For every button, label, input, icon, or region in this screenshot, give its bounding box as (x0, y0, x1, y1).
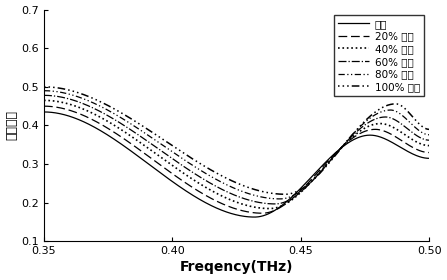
20% 酒精 (41, 104, 46, 108)
40% 酒精 (140, 143, 146, 146)
80% 酒精 (426, 133, 432, 136)
80% 酒精 (41, 89, 46, 92)
20% 酒精 (140, 151, 146, 154)
80% 酒精 (299, 188, 304, 192)
80% 酒精 (140, 130, 146, 134)
40% 酒精 (41, 99, 46, 102)
40% 酒精 (215, 192, 221, 196)
纯水 (426, 157, 432, 160)
纯水 (269, 211, 274, 214)
80% 酒精 (277, 197, 283, 200)
20% 酒精 (426, 151, 432, 154)
20% 酒精 (332, 152, 337, 156)
100% 酒精 (41, 85, 46, 88)
60% 酒精 (110, 116, 115, 120)
Line: 纯水: 纯水 (44, 112, 429, 217)
40% 酒精 (426, 144, 432, 147)
纯水 (140, 158, 146, 162)
60% 酒精 (272, 202, 278, 206)
60% 酒精 (299, 189, 304, 193)
20% 酒精 (269, 210, 274, 213)
Line: 100% 酒精: 100% 酒精 (44, 87, 429, 194)
Y-axis label: 反射系数: 反射系数 (5, 111, 19, 141)
80% 酒精 (110, 111, 115, 114)
Line: 80% 酒精: 80% 酒精 (44, 91, 429, 199)
80% 酒精 (215, 179, 221, 182)
Line: 60% 酒精: 60% 酒精 (44, 95, 429, 204)
20% 酒精 (215, 200, 221, 204)
60% 酒精 (426, 139, 432, 142)
纯水 (41, 110, 46, 114)
纯水 (252, 215, 257, 219)
100% 酒精 (140, 125, 146, 128)
100% 酒精 (299, 187, 304, 190)
40% 酒精 (299, 190, 304, 193)
100% 酒精 (110, 106, 115, 109)
60% 酒精 (332, 154, 337, 157)
60% 酒精 (268, 202, 274, 206)
60% 酒精 (41, 94, 46, 97)
Line: 40% 酒精: 40% 酒精 (44, 100, 429, 209)
40% 酒精 (267, 207, 272, 210)
Line: 20% 酒精: 20% 酒精 (44, 106, 429, 213)
100% 酒精 (283, 193, 288, 196)
60% 酒精 (140, 136, 146, 140)
100% 酒精 (268, 192, 274, 195)
纯水 (332, 152, 337, 155)
100% 酒精 (426, 128, 432, 131)
40% 酒精 (269, 207, 274, 210)
100% 酒精 (215, 172, 221, 176)
20% 酒精 (259, 211, 265, 215)
80% 酒精 (268, 197, 274, 200)
40% 酒精 (110, 122, 115, 126)
60% 酒精 (215, 186, 221, 189)
纯水 (215, 207, 221, 211)
纯水 (110, 136, 115, 139)
100% 酒精 (332, 155, 337, 158)
Legend: 纯水, 20% 酒精, 40% 酒精, 60% 酒精, 80% 酒精, 100% 酒精: 纯水, 20% 酒精, 40% 酒精, 60% 酒精, 80% 酒精, 100%… (334, 15, 424, 96)
20% 酒精 (110, 129, 115, 133)
X-axis label: Freqency(THz): Freqency(THz) (180, 260, 293, 274)
纯水 (299, 185, 304, 189)
40% 酒精 (332, 153, 337, 157)
20% 酒精 (299, 188, 304, 191)
80% 酒精 (332, 154, 337, 157)
